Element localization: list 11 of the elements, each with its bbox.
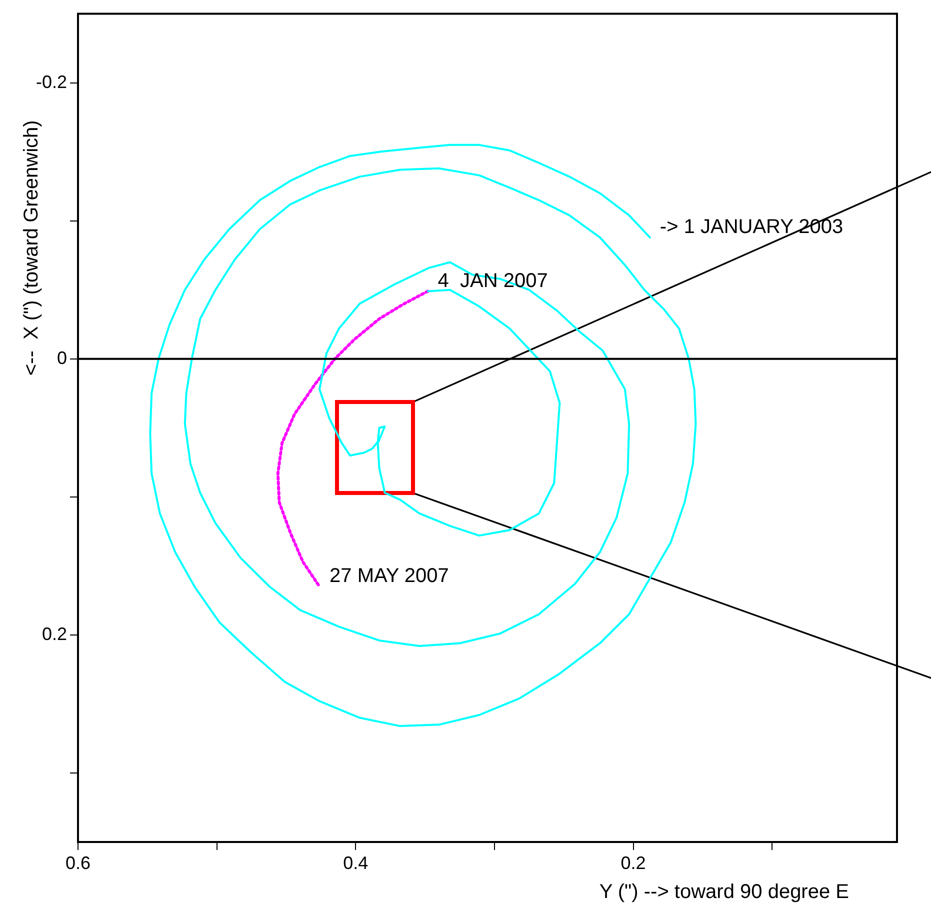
x-tick-label: 0.2 [620, 852, 646, 873]
y-tick-label: 0.2 [42, 624, 67, 644]
x-tick-label: 0.4 [343, 852, 368, 873]
x-axis-title: Y (") --> toward 90 degree E [599, 881, 849, 903]
annotation: -> 1 JANUARY 2003 [660, 216, 844, 238]
y-axis-title: <-- X (") (toward Greenwich) [20, 120, 43, 376]
x-tick-label: 0.6 [65, 852, 91, 873]
annotation: 4 JAN 2007 [438, 270, 548, 292]
y-tick-label: -0.2 [36, 72, 67, 92]
y-tick-label: 0 [56, 348, 67, 368]
annotation: 27 MAY 2007 [330, 565, 449, 588]
